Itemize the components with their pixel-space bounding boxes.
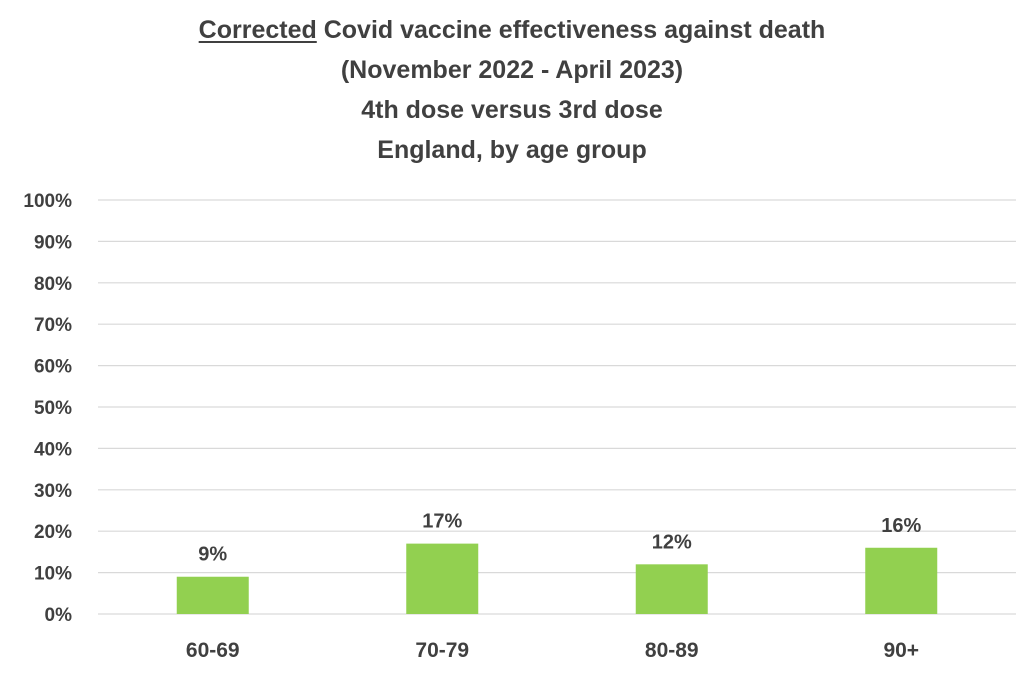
data-labels: 9% 17% 12% 16% bbox=[198, 511, 921, 566]
y-tick-label: 0% bbox=[45, 605, 73, 626]
y-axis-tick-labels: 0% 10% 20% 30% 40% 50% 60% 70% 80% 90% 100% bbox=[23, 191, 72, 626]
chart-title-line-1-rest: Covid vaccine effectiveness against deat… bbox=[316, 16, 826, 44]
chart-title: Corrected Covid vaccine effectiveness ag… bbox=[0, 10, 1024, 170]
bar bbox=[406, 543, 479, 614]
chart-title-line-2: (November 2022 - April 2023) bbox=[340, 56, 684, 84]
data-label: 12% bbox=[652, 531, 692, 553]
bar bbox=[635, 564, 708, 614]
x-category-label: 70-79 bbox=[415, 639, 469, 662]
y-tick-label: 10% bbox=[34, 564, 72, 585]
y-tick-label: 20% bbox=[34, 522, 72, 543]
y-tick-label: 100% bbox=[23, 191, 72, 212]
chart-title-line-1: Corrected Covid vaccine effectiveness ag… bbox=[0, 10, 1024, 50]
chart-title-line-4: England, by age group bbox=[377, 136, 647, 164]
bar bbox=[176, 576, 249, 614]
x-category-label: 60-69 bbox=[186, 639, 240, 662]
data-label: 9% bbox=[198, 544, 227, 566]
y-tick-label: 80% bbox=[34, 274, 72, 295]
gridlines bbox=[98, 199, 1016, 615]
x-category-label: 80-89 bbox=[645, 639, 699, 662]
y-tick-label: 60% bbox=[34, 357, 72, 378]
y-tick-label: 30% bbox=[34, 481, 72, 502]
bars bbox=[176, 543, 938, 614]
x-axis-category-labels: 60-69 70-79 80-89 90+ bbox=[186, 639, 919, 662]
y-tick-label: 70% bbox=[34, 315, 72, 336]
data-label: 16% bbox=[881, 515, 921, 537]
y-tick-label: 40% bbox=[34, 439, 72, 460]
y-tick-label: 50% bbox=[34, 398, 72, 419]
chart-title-emphasis: Corrected bbox=[198, 16, 317, 44]
x-category-label: 90+ bbox=[883, 639, 919, 662]
bar bbox=[865, 547, 938, 614]
data-label: 17% bbox=[422, 511, 462, 533]
chart-title-line-3: 4th dose versus 3rd dose bbox=[361, 96, 663, 124]
y-tick-label: 90% bbox=[34, 232, 72, 253]
